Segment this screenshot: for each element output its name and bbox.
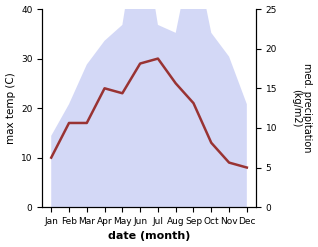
- Y-axis label: max temp (C): max temp (C): [5, 72, 16, 144]
- X-axis label: date (month): date (month): [108, 231, 190, 242]
- Y-axis label: med. precipitation
(kg/m2): med. precipitation (kg/m2): [291, 63, 313, 153]
